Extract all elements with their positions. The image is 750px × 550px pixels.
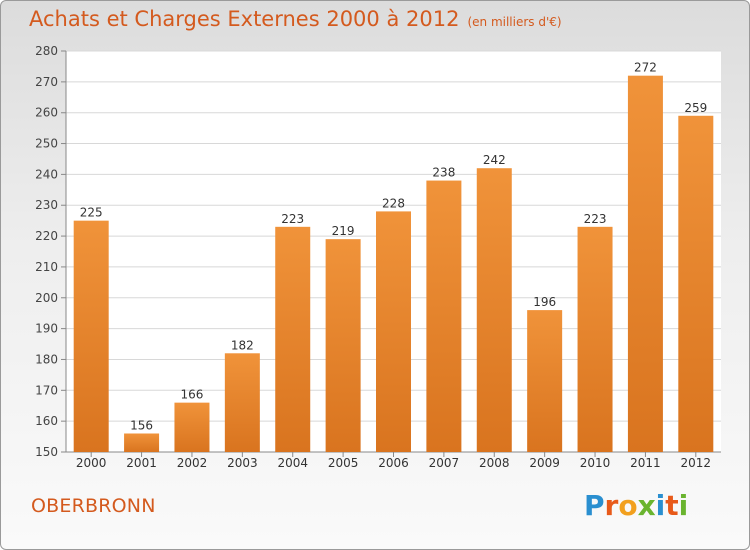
bar	[527, 310, 563, 452]
x-tick-label: 2008	[479, 456, 510, 470]
x-tick-label: 2000	[76, 456, 107, 470]
y-tick-label: 230	[35, 198, 58, 212]
data-label: 238	[432, 166, 455, 180]
bar	[124, 433, 160, 452]
bar	[73, 220, 109, 452]
bar	[376, 211, 411, 452]
data-label: 223	[281, 212, 304, 226]
proxiti-logo: Proxiti	[584, 489, 689, 522]
bar	[678, 115, 714, 453]
bar	[476, 168, 512, 452]
x-tick-label: 2009	[529, 456, 560, 470]
data-label: 196	[533, 295, 556, 309]
data-label: 242	[483, 153, 506, 167]
y-tick-label: 150	[35, 445, 58, 459]
y-tick-label: 190	[35, 322, 58, 336]
data-label: 156	[130, 418, 153, 432]
data-label: 228	[382, 196, 405, 210]
x-tick-label: 2011	[630, 456, 661, 470]
bar	[627, 75, 663, 452]
x-tick-label: 2007	[429, 456, 460, 470]
y-tick-label: 260	[35, 106, 58, 120]
data-label: 182	[231, 338, 254, 352]
x-tick-label: 2002	[177, 456, 208, 470]
bar	[577, 226, 613, 452]
bar	[426, 180, 462, 453]
x-tick-label: 2012	[681, 456, 712, 470]
y-tick-label: 220	[35, 229, 58, 243]
y-tick-label: 270	[35, 75, 58, 89]
y-tick-label: 200	[35, 291, 58, 305]
y-tick-label: 160	[35, 414, 58, 428]
y-tick-label: 210	[35, 260, 58, 274]
title-text: Achats et Charges Externes 2000 à 2012	[29, 7, 460, 31]
x-tick-label: 2001	[126, 456, 157, 470]
x-tick-label: 2005	[328, 456, 359, 470]
y-tick-label: 250	[35, 137, 58, 151]
data-label: 259	[684, 101, 707, 115]
data-label: 223	[584, 212, 607, 226]
y-tick-label: 170	[35, 383, 58, 397]
x-tick-label: 2006	[378, 456, 409, 470]
data-label: 219	[332, 224, 355, 238]
x-tick-label: 2003	[227, 456, 258, 470]
y-tick-label: 240	[35, 167, 58, 181]
x-tick-label: 2010	[580, 456, 611, 470]
bar	[275, 226, 311, 452]
x-tick-label: 2004	[277, 456, 308, 470]
data-label: 225	[80, 206, 103, 220]
chart-subtitle: (en milliers d'€)	[467, 15, 562, 29]
bar	[224, 353, 260, 452]
y-tick-label: 280	[35, 44, 58, 58]
data-label: 166	[181, 388, 204, 402]
chart-title: Achats et Charges Externes 2000 à 2012 (e…	[29, 7, 562, 31]
commune-name: OBERBRONN	[31, 495, 156, 517]
bar	[174, 402, 210, 452]
bar	[325, 239, 361, 452]
y-tick-label: 180	[35, 352, 58, 366]
data-label: 272	[634, 61, 657, 75]
